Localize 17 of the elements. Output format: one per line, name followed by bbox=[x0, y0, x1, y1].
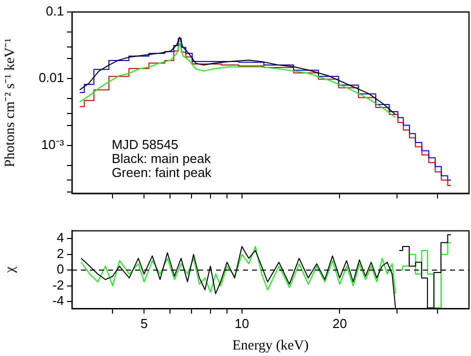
y-tick-label: 2 bbox=[56, 246, 64, 261]
annotation: Black: main peak bbox=[112, 151, 212, 166]
y-axis-title: χ bbox=[3, 266, 18, 274]
y-tick-label: 0 bbox=[56, 262, 64, 277]
x-tick-label: 20 bbox=[332, 316, 347, 331]
y-axis-title: Photons cm⁻² s⁻¹ keV⁻¹ bbox=[3, 38, 18, 168]
y-tick-label: 10⁻³ bbox=[41, 136, 65, 152]
y-tick-label: 0.01 bbox=[38, 70, 64, 86]
x-tick-label: 5 bbox=[140, 316, 148, 331]
annotation: Green: faint peak bbox=[112, 165, 212, 180]
y-tick-label: 4 bbox=[56, 230, 64, 246]
y-tick-label: -2 bbox=[52, 277, 64, 292]
annotation: MJD 58545 bbox=[112, 137, 178, 152]
x-axis-title: Energy (keV) bbox=[232, 338, 309, 354]
y-tick-label: -4 bbox=[52, 293, 64, 308]
y-tick-label: 0.1 bbox=[46, 4, 64, 19]
x-tick-label: 10 bbox=[234, 316, 250, 331]
